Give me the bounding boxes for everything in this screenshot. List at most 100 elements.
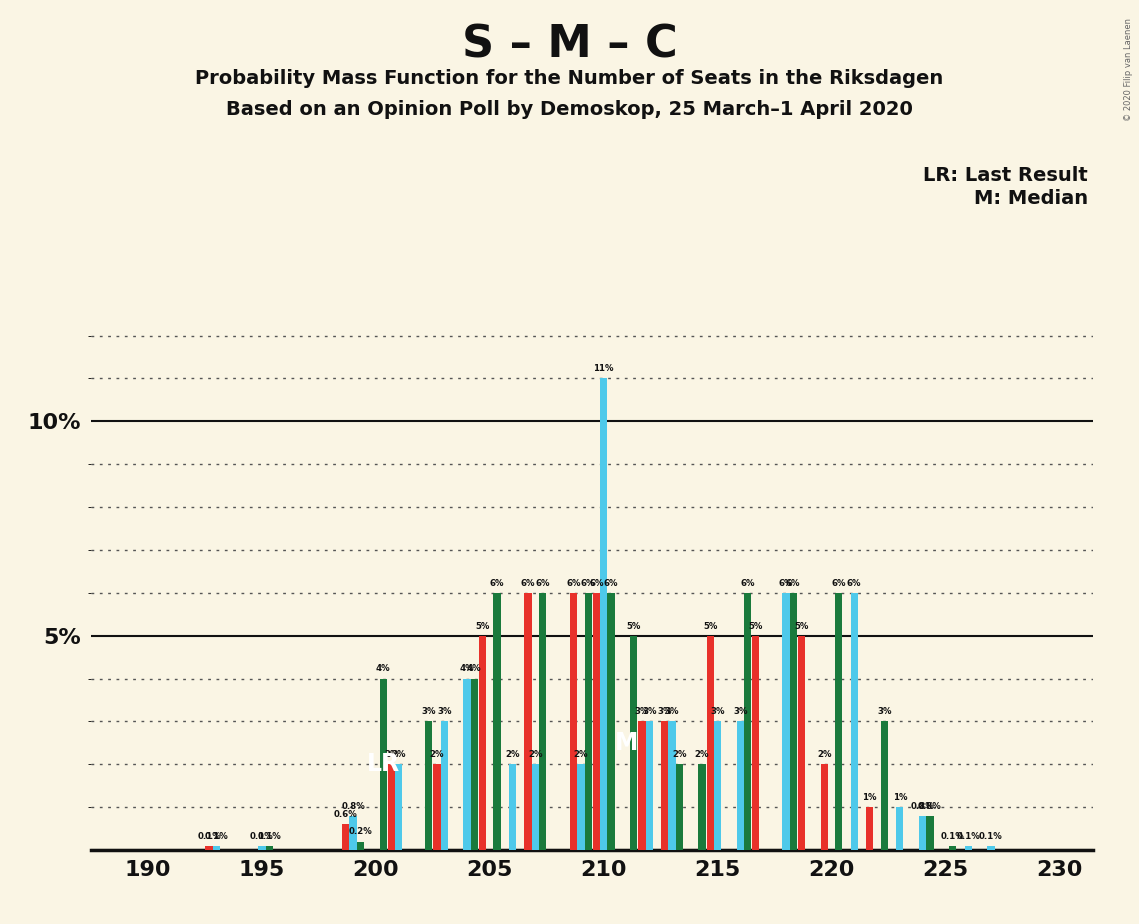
Text: M: M	[615, 731, 638, 755]
Bar	[880, 722, 888, 850]
Text: 3%: 3%	[634, 707, 649, 716]
Text: 6%: 6%	[581, 578, 596, 588]
Text: 0.8%: 0.8%	[911, 802, 934, 810]
Bar	[896, 808, 903, 850]
Text: 6%: 6%	[831, 578, 846, 588]
Bar	[661, 722, 669, 850]
Text: 2%: 2%	[695, 750, 710, 760]
Bar	[607, 593, 615, 850]
Text: 6%: 6%	[589, 578, 604, 588]
Text: 0.8%: 0.8%	[918, 802, 942, 810]
Text: 2%: 2%	[672, 750, 687, 760]
Bar	[706, 636, 714, 850]
Bar	[464, 678, 470, 850]
Text: 3%: 3%	[877, 707, 892, 716]
Text: 6%: 6%	[490, 578, 505, 588]
Text: 2%: 2%	[384, 750, 399, 760]
Bar	[493, 593, 501, 850]
Bar	[205, 845, 213, 850]
Text: 5%: 5%	[475, 622, 490, 630]
Bar	[789, 593, 797, 850]
Bar	[866, 808, 874, 850]
Bar	[744, 593, 752, 850]
Text: 0.1%: 0.1%	[205, 832, 228, 841]
Text: Probability Mass Function for the Number of Seats in the Riksdagen: Probability Mass Function for the Number…	[196, 69, 943, 89]
Text: 3%: 3%	[642, 707, 656, 716]
Text: 6%: 6%	[779, 578, 793, 588]
Bar	[714, 722, 721, 850]
Bar	[577, 764, 584, 850]
Bar	[524, 593, 532, 850]
Text: 5%: 5%	[626, 622, 641, 630]
Text: 2%: 2%	[392, 750, 405, 760]
Text: 0.1%: 0.1%	[197, 832, 221, 841]
Text: 0.1%: 0.1%	[980, 832, 1002, 841]
Text: 3%: 3%	[734, 707, 747, 716]
Text: 3%: 3%	[421, 707, 436, 716]
Text: 5%: 5%	[748, 622, 763, 630]
Text: 0.1%: 0.1%	[957, 832, 980, 841]
Bar	[509, 764, 516, 850]
Bar	[675, 764, 683, 850]
Text: 1%: 1%	[893, 793, 907, 802]
Text: 6%: 6%	[535, 578, 550, 588]
Text: 2%: 2%	[528, 750, 542, 760]
Text: © 2020 Filip van Laenen: © 2020 Filip van Laenen	[1124, 18, 1133, 121]
Bar	[835, 593, 843, 850]
Text: 2%: 2%	[506, 750, 519, 760]
Bar	[592, 593, 600, 850]
Bar	[342, 824, 350, 850]
Text: 0.1%: 0.1%	[257, 832, 281, 841]
Text: 11%: 11%	[593, 364, 614, 373]
Text: S – M – C: S – M – C	[461, 23, 678, 67]
Text: 6%: 6%	[847, 578, 861, 588]
Text: 3%: 3%	[665, 707, 679, 716]
Text: 6%: 6%	[786, 578, 801, 588]
Text: 3%: 3%	[657, 707, 672, 716]
Text: 1%: 1%	[862, 793, 877, 802]
Bar	[851, 593, 858, 850]
Bar	[425, 722, 433, 850]
Text: 3%: 3%	[711, 707, 724, 716]
Text: M: Median: M: Median	[974, 189, 1088, 209]
Bar	[441, 722, 448, 850]
Bar	[949, 845, 957, 850]
Bar	[820, 764, 828, 850]
Text: 4%: 4%	[460, 664, 474, 674]
Text: 2%: 2%	[574, 750, 588, 760]
Bar	[669, 722, 675, 850]
Bar	[926, 816, 934, 850]
Bar	[433, 764, 441, 850]
Text: 0.2%: 0.2%	[349, 827, 372, 836]
Bar	[379, 678, 387, 850]
Text: 0.6%: 0.6%	[334, 810, 358, 820]
Bar	[532, 764, 539, 850]
Bar	[470, 678, 478, 850]
Bar	[357, 842, 364, 850]
Text: 3%: 3%	[437, 707, 451, 716]
Text: 0.8%: 0.8%	[342, 802, 364, 810]
Text: 2%: 2%	[429, 750, 444, 760]
Text: 5%: 5%	[703, 622, 718, 630]
Bar	[752, 636, 760, 850]
Bar	[213, 845, 220, 850]
Bar	[646, 722, 653, 850]
Text: 5%: 5%	[794, 622, 809, 630]
Bar	[737, 722, 744, 850]
Bar	[782, 593, 789, 850]
Text: 0.1%: 0.1%	[941, 832, 965, 841]
Text: 6%: 6%	[566, 578, 581, 588]
Text: 6%: 6%	[521, 578, 535, 588]
Bar	[539, 593, 547, 850]
Bar	[988, 845, 994, 850]
Text: 6%: 6%	[740, 578, 755, 588]
Bar	[638, 722, 646, 850]
Bar	[350, 816, 357, 850]
Bar	[387, 764, 395, 850]
Bar	[797, 636, 805, 850]
Bar	[630, 636, 638, 850]
Text: 4%: 4%	[467, 664, 482, 674]
Text: 6%: 6%	[604, 578, 618, 588]
Bar	[600, 379, 607, 850]
Text: 2%: 2%	[817, 750, 831, 760]
